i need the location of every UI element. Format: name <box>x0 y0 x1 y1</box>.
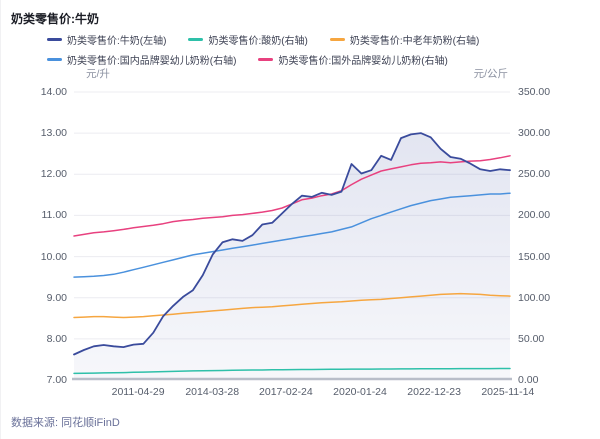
x-axis-tick: 2017-02-24 <box>259 386 313 398</box>
legend-marker-domestic_infant <box>47 58 62 61</box>
legend-label: 奶类零售价:国内品牌婴幼儿奶粉(右轴) <box>67 56 237 67</box>
right-axis-tick: 0.00 <box>518 374 539 386</box>
left-axis-tick: 13.00 <box>40 127 67 140</box>
left-axis-tick: 12.00 <box>40 168 67 181</box>
left-axis-tick: 14.00 <box>40 86 67 98</box>
legend-row-1: 奶类零售价:牛奶(左轴) 奶类零售价:酸奶(右轴) 奶类零售价:中老年奶粉(右轴) <box>47 32 567 47</box>
legend-item-senior_powder[interactable]: 奶类零售价:中老年奶粉(右轴) <box>329 32 480 47</box>
x-axis-tick: 2011-04-29 <box>111 386 165 398</box>
legend-item-foreign_infant[interactable]: 奶类零售价:国外品牌婴幼儿奶粉(右轴) <box>258 52 448 67</box>
legend-row-2: 奶类零售价:国内品牌婴幼儿奶粉(右轴) 奶类零售价:国外品牌婴幼儿奶粉(右轴) <box>47 52 567 67</box>
x-axis-tick: 2014-03-28 <box>185 386 240 398</box>
legend-marker-milk <box>47 38 62 41</box>
left-axis-tick: 10.00 <box>40 250 67 263</box>
legend-marker-senior_powder <box>329 38 345 41</box>
left-axis-tick: 8.00 <box>46 332 67 345</box>
legend-label: 奶类零售价:中老年奶粉(右轴) <box>349 36 480 47</box>
right-axis-tick: 50.00 <box>518 332 545 345</box>
right-axis-tick: 350.00 <box>518 86 551 98</box>
right-axis-tick: 300.00 <box>518 127 551 140</box>
left-axis-tick: 11.00 <box>41 209 68 222</box>
legend-label: 奶类零售价:牛奶(左轴) <box>67 36 167 47</box>
area-fill-milk <box>74 133 510 380</box>
chart-legend: 奶类零售价:牛奶(左轴) 奶类零售价:酸奶(右轴) 奶类零售价:中老年奶粉(右轴) … <box>47 32 567 72</box>
legend-label: 奶类零售价:国外品牌婴幼儿奶粉(右轴) <box>278 56 448 67</box>
legend-label: 奶类零售价:酸奶(右轴) <box>208 36 308 47</box>
right-axis-tick: 250.00 <box>518 168 551 181</box>
x-axis-tick: 2022-12-23 <box>407 386 461 398</box>
x-axis-tick: 2020-01-24 <box>333 386 387 398</box>
legend-marker-yogurt <box>188 38 204 41</box>
series-line-milk <box>73 132 511 356</box>
right-axis-unit-label: 元/公斤 <box>473 68 508 80</box>
x-axis-tick: 2025-11-14 <box>481 386 535 398</box>
left-axis-unit-label: 元/升 <box>86 68 110 80</box>
right-axis-tick: 150.00 <box>518 250 551 263</box>
legend-marker-foreign_infant <box>258 58 274 61</box>
series-line-domestic_infant <box>73 192 511 278</box>
price-chart-svg <box>72 91 512 381</box>
data-source-note: 数据来源: 同花顺iFinD <box>11 417 120 429</box>
right-axis-tick: 100.00 <box>518 291 551 304</box>
chart-title: 奶类零售价:牛奶 <box>11 12 99 26</box>
left-axis-tick: 9.00 <box>46 291 67 304</box>
legend-item-domestic_infant[interactable]: 奶类零售价:国内品牌婴幼儿奶粉(右轴) <box>47 52 236 67</box>
left-axis-tick: 7.00 <box>46 374 67 386</box>
series-line-senior_powder <box>73 292 511 319</box>
series-line-yogurt <box>73 367 511 375</box>
legend-item-yogurt[interactable]: 奶类零售价:酸奶(右轴) <box>188 32 308 47</box>
legend-item-milk[interactable]: 奶类零售价:牛奶(左轴) <box>47 32 166 47</box>
right-axis-tick: 200.00 <box>518 209 551 222</box>
